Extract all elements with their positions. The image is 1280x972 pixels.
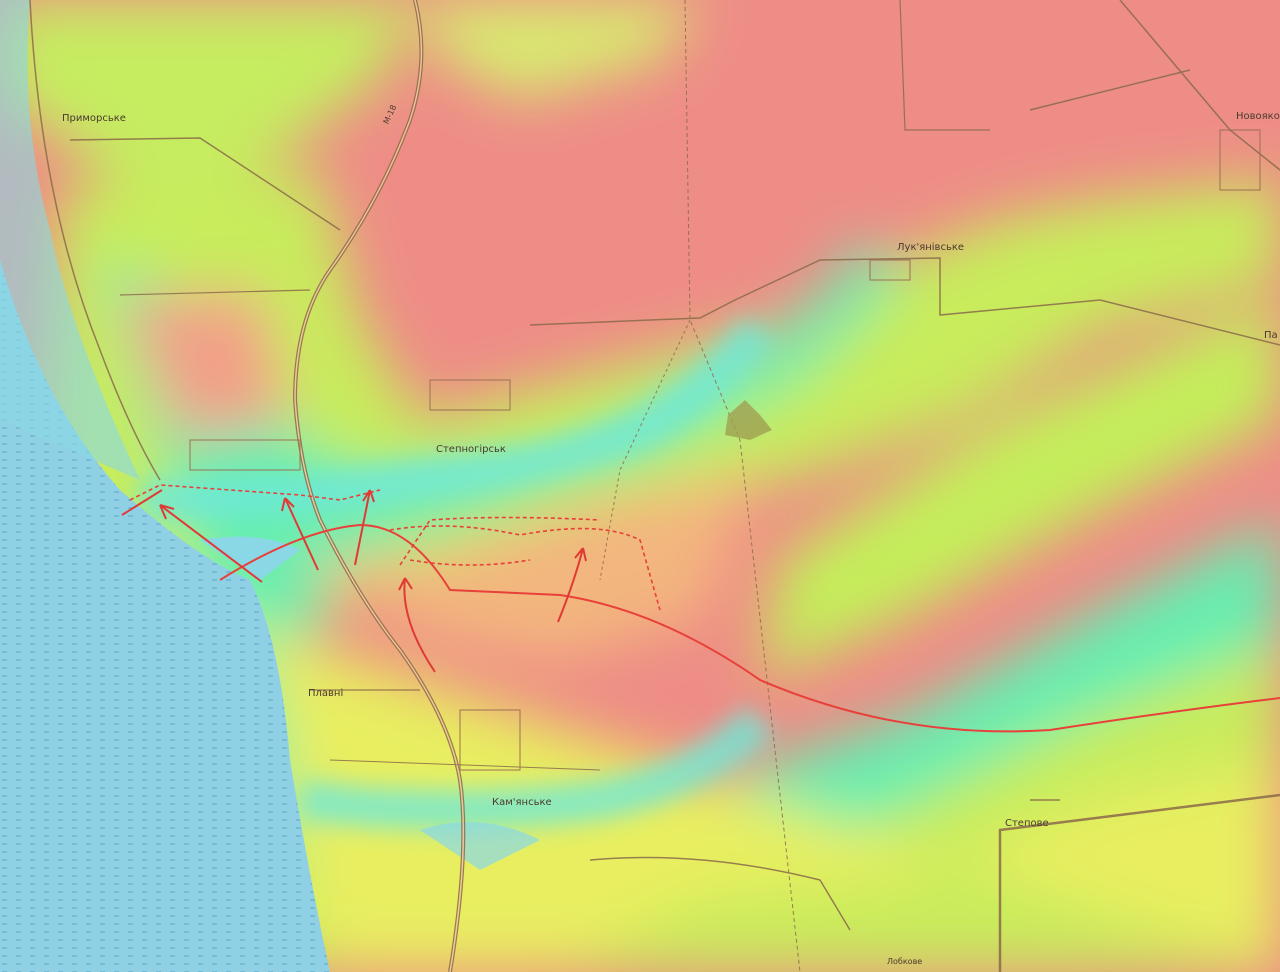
advance-arrow (354, 489, 375, 566)
place-label-novoyakovlivka: Новояко (1236, 111, 1280, 122)
advance-arrow (121, 489, 163, 516)
dashed-contested-line (129, 484, 381, 501)
place-label-prymorske: Приморське (62, 113, 126, 124)
place-label-kamianske: Кам'янське (492, 797, 552, 808)
place-label-lobkove: Лобкове (887, 957, 923, 966)
water-body (0, 0, 540, 972)
place-label-lukianivske: Лук'янівське (897, 242, 965, 253)
settlement-blocks (189, 129, 1261, 771)
advance-arrow (159, 504, 263, 583)
advance-arrow (281, 497, 319, 571)
place-label-edge: Па (1264, 330, 1278, 341)
advance-arrow (398, 577, 436, 673)
advance-arrow (557, 547, 587, 623)
advance-arrows (121, 489, 587, 673)
village-area (725, 400, 772, 440)
frontline (129, 484, 1280, 733)
place-label-plavni: Плавні (308, 688, 344, 699)
place-label-stepove: Степове (1005, 818, 1049, 829)
place-label-stepnohirsk: Степногірськ (436, 444, 506, 455)
